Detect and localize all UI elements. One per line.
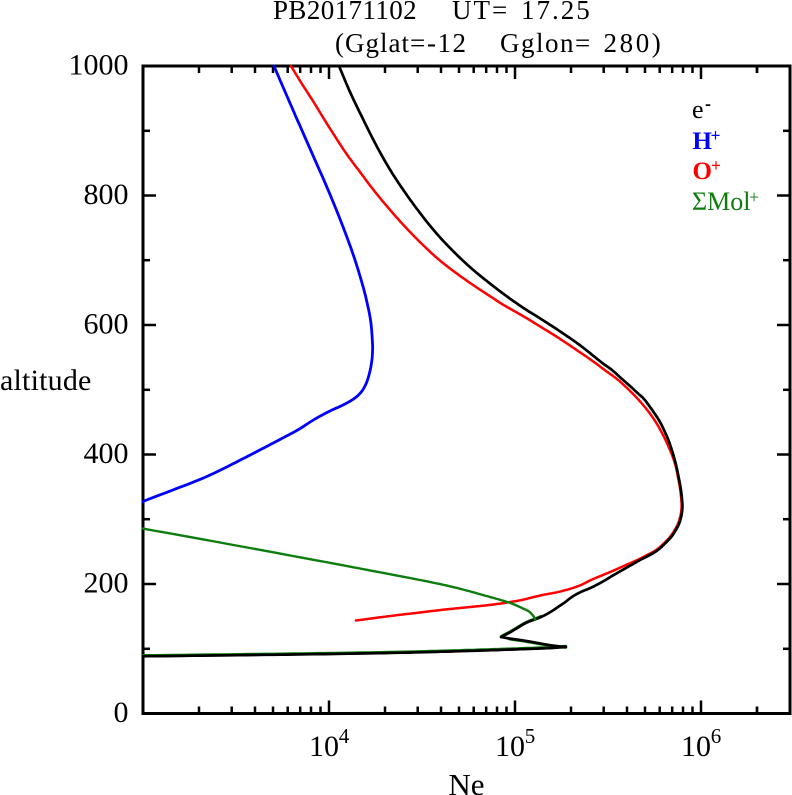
svg-text:1000: 1000 bbox=[69, 49, 129, 82]
svg-text:-12: -12 bbox=[427, 28, 468, 58]
svg-text:PB20171102: PB20171102 bbox=[273, 0, 417, 25]
svg-text:4: 4 bbox=[339, 724, 350, 748]
svg-text:(Gglat=: (Gglat= bbox=[335, 28, 426, 58]
svg-text:ΣMol: ΣMol bbox=[692, 187, 750, 216]
svg-text:5: 5 bbox=[525, 724, 536, 748]
svg-text:400: 400 bbox=[84, 437, 129, 470]
svg-text:800: 800 bbox=[84, 178, 129, 211]
svg-text:6: 6 bbox=[711, 724, 722, 748]
svg-text:Gglon=: Gglon= bbox=[500, 28, 592, 58]
svg-text:10: 10 bbox=[309, 730, 339, 763]
svg-text:+: + bbox=[711, 126, 721, 146]
svg-text:UT=: UT= bbox=[452, 0, 509, 25]
svg-text:10: 10 bbox=[495, 730, 525, 763]
svg-text:H: H bbox=[693, 128, 713, 155]
svg-text:600: 600 bbox=[84, 308, 129, 341]
svg-text:+: + bbox=[749, 187, 759, 207]
svg-text:Ne: Ne bbox=[448, 767, 484, 795]
svg-text:0: 0 bbox=[114, 696, 129, 729]
svg-text:+: + bbox=[711, 156, 721, 176]
svg-text:e: e bbox=[692, 95, 704, 124]
svg-text:altitude: altitude bbox=[0, 364, 92, 397]
svg-text:280): 280) bbox=[604, 28, 664, 58]
svg-text:17.25: 17.25 bbox=[521, 0, 592, 25]
svg-text:10: 10 bbox=[681, 730, 711, 763]
svg-text:O: O bbox=[693, 158, 712, 185]
svg-text:200: 200 bbox=[84, 567, 129, 600]
